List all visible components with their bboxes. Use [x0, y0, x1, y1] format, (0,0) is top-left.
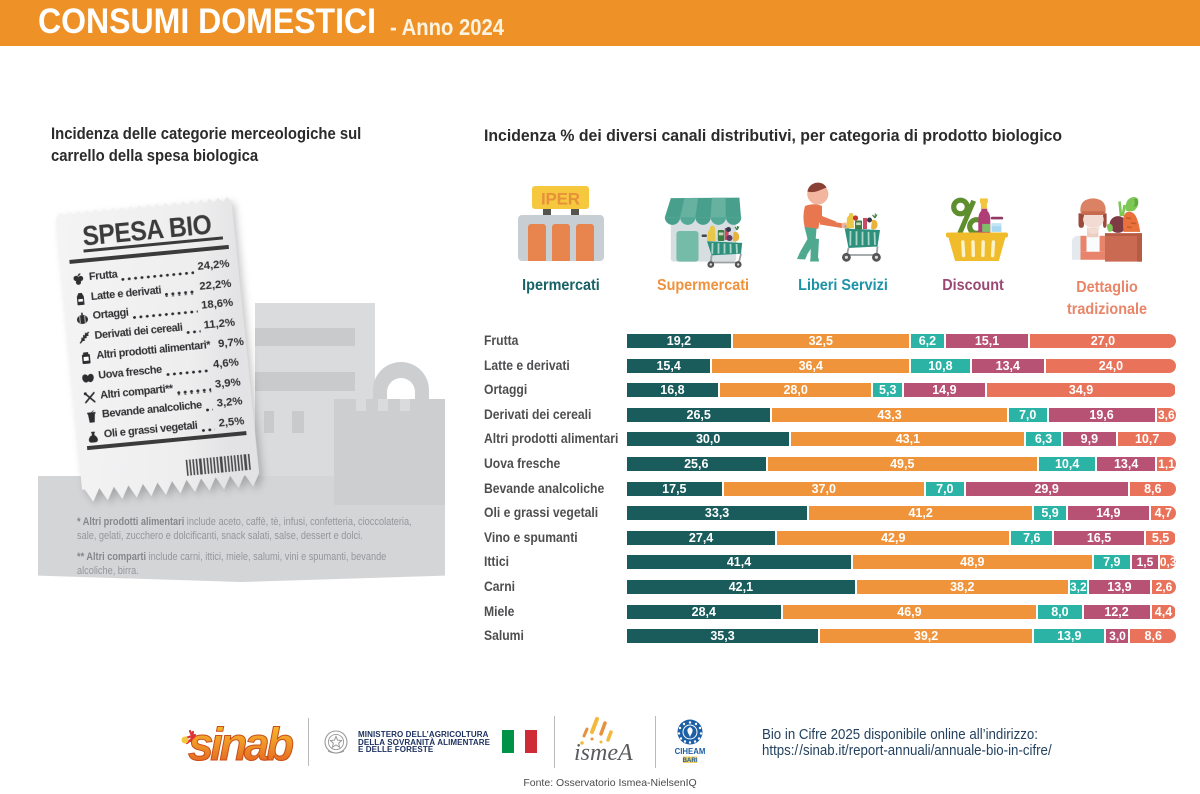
svg-text:sinab: sinab — [188, 718, 293, 766]
svg-text:BARI: BARI — [682, 757, 697, 764]
svg-text:IPER: IPER — [541, 190, 580, 209]
svg-text:ismeA: ismeA — [574, 740, 633, 764]
svg-text:CIHEAM: CIHEAM — [675, 747, 706, 756]
